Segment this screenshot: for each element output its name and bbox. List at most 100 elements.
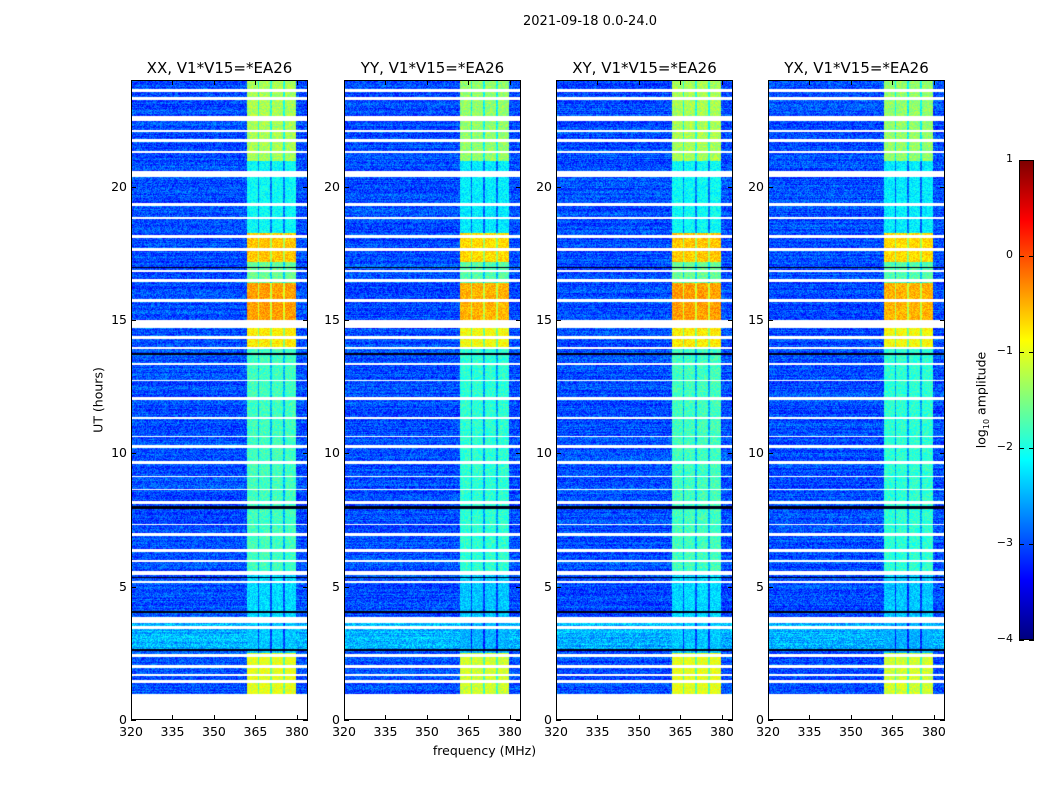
colorbar-label: log10 amplitude [973,351,991,449]
x-tick [680,715,682,720]
y-tick [728,320,733,321]
colorbar [1019,160,1034,640]
y-tick-label: 0 [756,712,764,727]
x-tick [131,715,132,720]
colorbar-tick [1019,352,1024,353]
x-tick [680,80,682,85]
x-tick [131,80,132,85]
y-tick-label: 10 [536,445,552,461]
spectrogram-panel: YX, V1*V15=*EA26 [768,59,945,720]
x-tick [213,80,215,85]
y-tick [303,453,308,455]
y-tick-label: 5 [756,578,764,594]
x-tick [721,80,723,85]
y-tick [940,320,945,321]
x-tick [344,80,345,85]
colorbar-tick [1029,544,1034,545]
y-tick-label: 20 [324,178,340,194]
spectrogram-panel: YY, V1*V15=*EA26 [344,59,521,720]
panel-title: YX, V1*V15=*EA26 [784,59,929,77]
y-tick [344,186,349,188]
x-tick [172,80,174,85]
x-tick [638,80,640,85]
x-tick-label: 320 [332,724,356,739]
y-tick-label: 15 [111,312,127,327]
x-tick-label: 335 [585,724,610,739]
x-tick [850,80,852,85]
x-tick-label: 380 [922,724,946,739]
x-tick-label: 350 [202,724,226,739]
y-tick [768,720,773,721]
y-tick-label: 20 [748,178,764,194]
x-tick-label: 380 [710,724,734,739]
heatmap-image [557,81,732,719]
colorbar-tick [1019,448,1024,449]
heatmap-image [769,81,944,719]
y-tick-label: 20 [536,178,552,194]
x-tick [426,715,428,720]
y-tick-label: 5 [119,578,127,594]
x-tick-label: 365 [243,724,268,739]
x-tick-label: 350 [627,724,651,739]
y-tick [516,320,521,321]
y-tick-label: 15 [324,312,340,327]
x-tick [597,80,599,85]
heatmap-image [132,81,307,719]
y-tick [344,453,349,455]
colorbar-tick [1019,640,1024,641]
y-tick-label: 0 [119,712,127,727]
y-tick [556,720,561,721]
colorbar-tick [1029,448,1034,449]
x-tick [638,715,640,720]
y-tick [303,720,308,721]
x-tick [768,715,769,720]
y-tick [768,586,773,588]
y-tick [768,320,773,321]
x-tick [721,715,723,720]
x-tick [385,80,387,85]
x-tick [385,715,387,720]
x-tick [255,80,257,85]
x-tick [809,80,811,85]
y-tick [516,720,521,721]
y-tick [131,453,136,455]
colorbar-tick-label: 1 [1006,152,1013,165]
figure-title: 2021-09-18 0.0-24.0 [523,14,657,29]
x-tick [509,715,511,720]
x-tick-label: 350 [839,724,863,739]
y-tick [940,586,945,588]
y-tick-label: 15 [748,312,764,327]
x-tick [556,80,557,85]
x-tick [296,80,298,85]
y-tick [728,186,733,188]
spectrogram-panel: XX, V1*V15=*EA26 [131,59,308,720]
colorbar-tick-label: −2 [996,440,1013,453]
x-tick [468,715,470,720]
y-tick [516,586,521,588]
y-tick-label: 5 [544,578,552,594]
x-tick [933,715,935,720]
x-tick [468,80,470,85]
y-tick [556,586,561,588]
colorbar-tick-label: −3 [996,536,1013,549]
y-tick [556,453,561,455]
x-tick-label: 380 [498,724,522,739]
y-tick [768,186,773,188]
y-tick [940,720,945,721]
x-tick [296,715,298,720]
y-tick [303,320,308,321]
y-tick-label: 10 [324,445,340,461]
y-tick [728,586,733,588]
y-tick [344,320,349,321]
panel-title: XX, V1*V15=*EA26 [146,59,293,77]
heatmap-image [345,81,520,719]
y-tick [940,453,945,455]
x-tick [426,80,428,85]
y-tick [768,453,773,455]
x-tick [509,80,511,85]
y-tick [940,186,945,188]
y-tick [556,186,561,188]
x-tick [255,715,257,720]
x-tick [768,80,769,85]
y-tick-label: 20 [111,178,127,194]
